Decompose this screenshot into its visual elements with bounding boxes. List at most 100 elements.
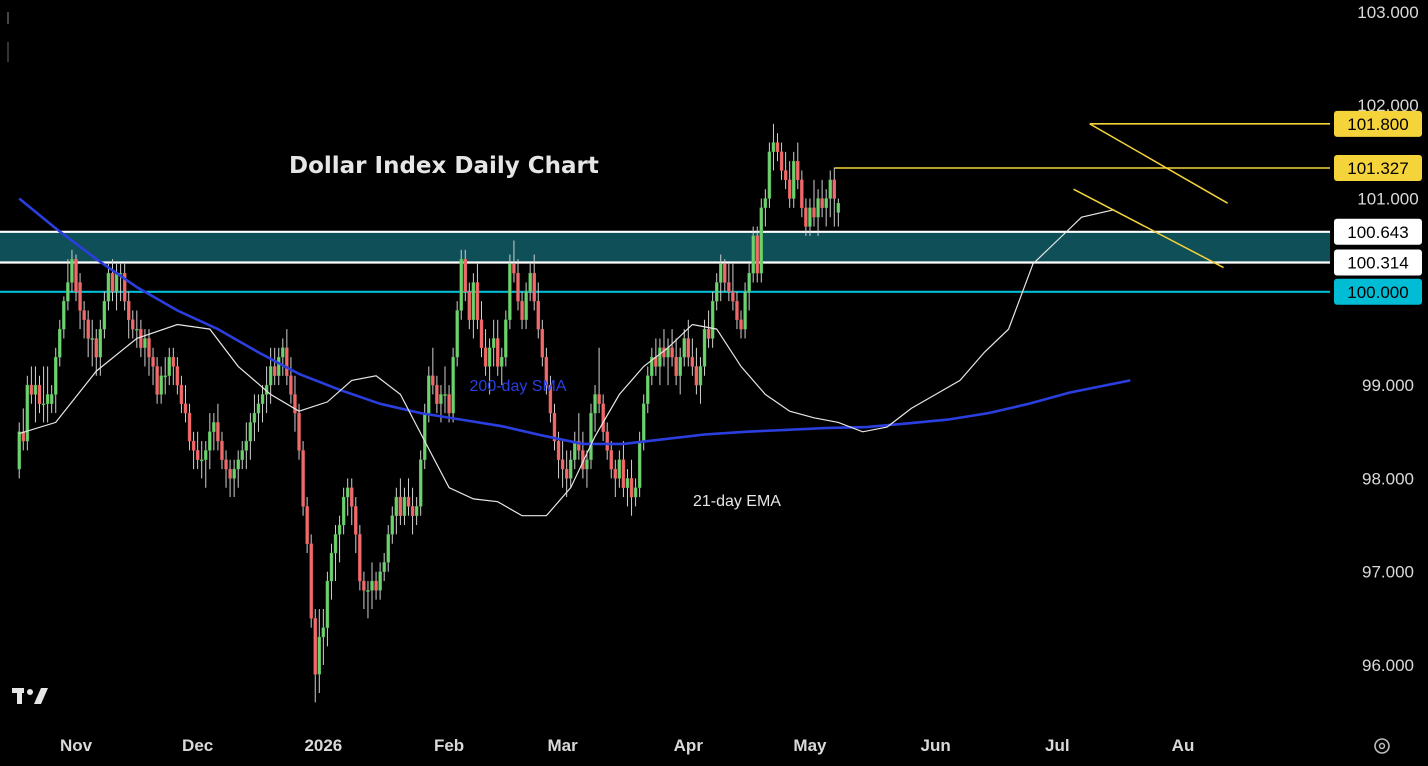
candle-body — [828, 179, 832, 199]
candle-body — [625, 478, 630, 488]
candle-body — [289, 375, 293, 395]
candle-body — [475, 282, 480, 320]
candle-body — [455, 310, 459, 358]
candle-body — [613, 468, 618, 479]
candle-body — [767, 151, 772, 199]
candle-body — [151, 356, 155, 367]
candle-body — [727, 282, 731, 293]
candle-body — [394, 496, 399, 516]
y-axis[interactable]: 96.00097.00098.00099.000100.000101.00010… — [1357, 3, 1418, 675]
candle-body — [792, 160, 796, 199]
candle-body — [516, 272, 520, 302]
candle-body — [796, 160, 800, 181]
candle-body — [439, 394, 443, 404]
candle-body — [564, 468, 569, 479]
price-badge-label: 100.314 — [1347, 254, 1408, 273]
candle-body — [743, 291, 747, 330]
candle-body — [386, 534, 390, 563]
x-tick-label: Feb — [434, 736, 464, 755]
candle-body — [98, 328, 103, 358]
candle-body — [220, 440, 224, 460]
price-badge — [1334, 110, 1422, 137]
candle-body — [45, 394, 50, 404]
candle-body — [131, 319, 135, 330]
candle-body — [122, 272, 127, 302]
candle-body — [54, 356, 58, 395]
candle-body — [536, 300, 540, 330]
x-axis[interactable]: Nov Dec 2026 Feb Mar Apr May Jun Jul Au — [60, 736, 1194, 755]
candle-body — [520, 300, 524, 320]
candle-body — [548, 384, 553, 414]
candle-body — [272, 366, 277, 376]
candle-body — [256, 403, 261, 414]
candle-body — [487, 347, 492, 367]
candle-body — [690, 356, 695, 367]
y-tick-label: 102.000 — [1357, 96, 1418, 115]
candle-body — [277, 356, 281, 376]
tradingview-logo[interactable] — [12, 688, 48, 704]
candle-body — [508, 263, 512, 320]
candle-body — [49, 394, 54, 404]
candle-body — [459, 258, 463, 311]
candle-body — [82, 310, 86, 320]
candle-body — [224, 459, 228, 470]
x-tick-label: Jun — [921, 736, 951, 755]
candle-body — [187, 412, 192, 442]
candle-body — [90, 338, 94, 340]
ema-21-line — [19, 209, 1115, 517]
candle-body — [605, 431, 609, 451]
candle-body — [731, 291, 735, 302]
candle-body — [175, 366, 180, 386]
candle-body — [532, 272, 536, 302]
settings-gear-icon[interactable] — [1374, 738, 1390, 754]
chart-title: Dollar Index Daily Chart — [289, 153, 599, 179]
candle-body — [686, 338, 691, 358]
candle-body — [29, 384, 34, 395]
candle-body — [382, 562, 386, 572]
candle-body — [94, 338, 98, 358]
price-badge-label: 100.643 — [1347, 223, 1408, 242]
x-tick-label: Jul — [1045, 736, 1070, 755]
candle-body — [301, 450, 305, 507]
candle-body — [362, 580, 366, 591]
candle-body — [313, 618, 317, 675]
candle-body — [698, 366, 703, 386]
candle-body — [350, 487, 354, 507]
candle-body — [232, 468, 236, 479]
candle-body — [228, 468, 232, 479]
candle-body — [443, 394, 447, 396]
candle-body — [658, 347, 662, 367]
y-tick-label: 103.000 — [1357, 3, 1418, 22]
candle-body — [593, 394, 597, 414]
candle-body — [135, 328, 139, 331]
candle-body — [17, 431, 21, 470]
ema-21-label: 21-day EMA — [693, 493, 781, 510]
price-level-lines — [0, 123, 1330, 293]
candle-body — [832, 179, 836, 199]
candle-body — [208, 431, 212, 451]
candle-body — [585, 459, 589, 470]
candle-body — [414, 506, 419, 516]
candle-body — [163, 375, 167, 378]
y-tick-label: 96.000 — [1362, 656, 1414, 675]
channel-upper-line — [1089, 123, 1228, 204]
candlesticks — [17, 123, 841, 703]
candle-body — [759, 207, 763, 274]
candle-body — [617, 459, 622, 479]
candle-body — [317, 636, 321, 675]
candle-body — [155, 366, 159, 395]
candle-body — [370, 580, 374, 591]
candle-body — [406, 496, 411, 507]
candle-body — [812, 207, 816, 218]
candle-body — [670, 347, 674, 358]
candle-body — [662, 347, 666, 358]
trend-channel — [1073, 123, 1228, 269]
candle-body — [544, 356, 549, 386]
candle-body — [143, 338, 147, 348]
candle-body — [771, 142, 776, 153]
price-badge — [1334, 249, 1422, 276]
candle-body — [755, 235, 759, 274]
candle-body — [204, 450, 208, 460]
candle-body — [714, 282, 719, 302]
